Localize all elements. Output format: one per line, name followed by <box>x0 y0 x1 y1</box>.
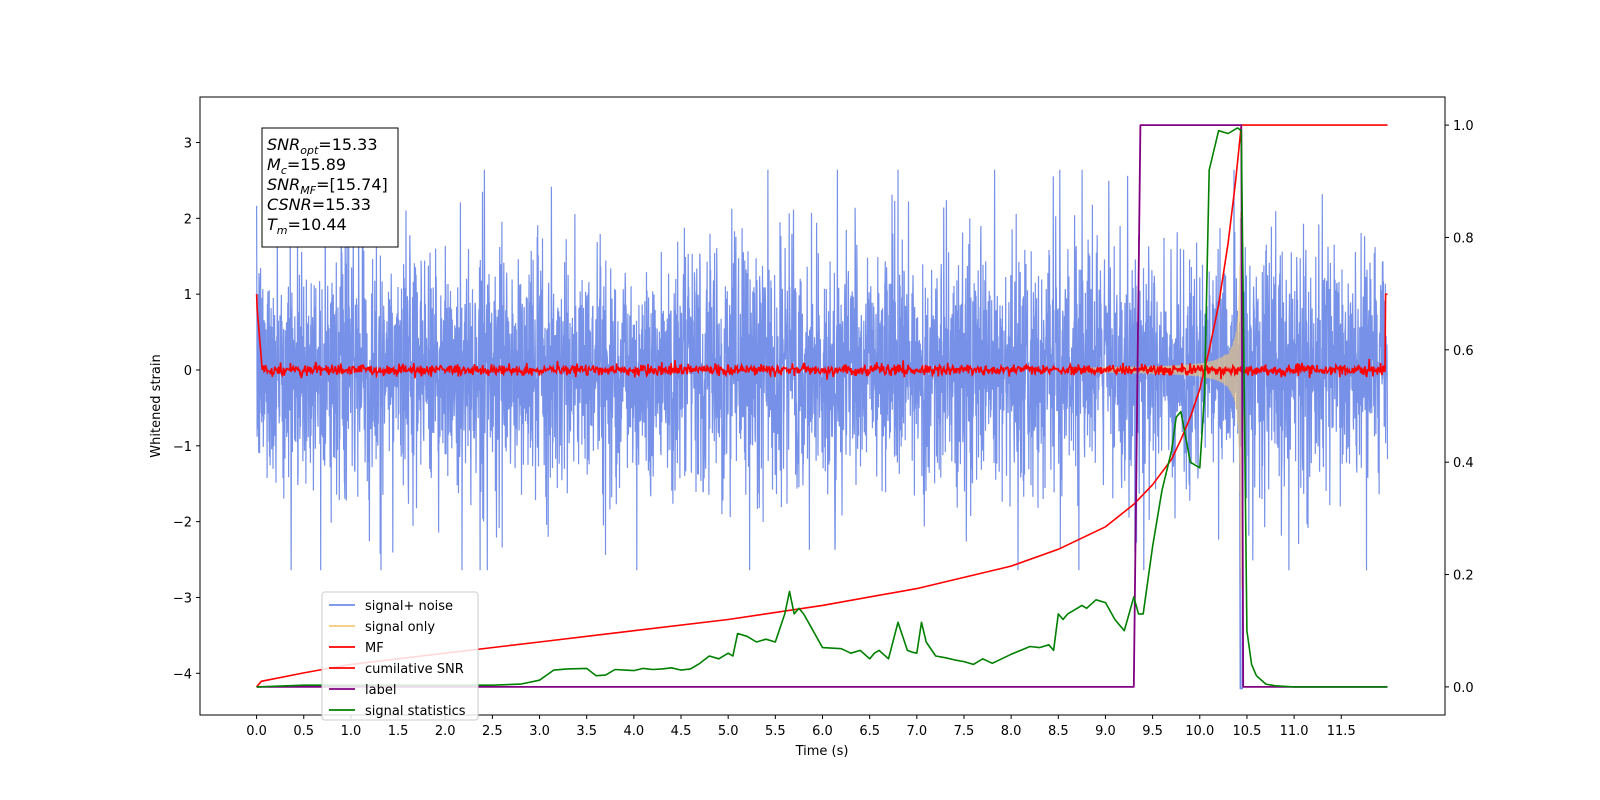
y-axis-label: Whitened strain <box>149 354 164 457</box>
x-tick-label: 5.0 <box>718 724 739 739</box>
x-tick-label: 4.5 <box>671 724 692 739</box>
annotation-line: CSNR=15.33 <box>267 195 371 214</box>
x-tick-label: 6.5 <box>859 724 880 739</box>
x-tick-label: 9.5 <box>1142 724 1163 739</box>
legend-entry: label <box>365 683 396 698</box>
x-tick-label: 0.5 <box>293 724 314 739</box>
y-axis-left: 3 2 1 0 −1 −2 −3 −4 <box>173 136 200 682</box>
y-tick-label: −3 <box>173 591 192 606</box>
x-tick-label: 4.0 <box>624 724 645 739</box>
legend-entry: signal only <box>365 620 435 635</box>
annotation-line: Tm=10.44 <box>267 215 347 237</box>
x-tick-label: 11.5 <box>1327 724 1356 739</box>
x-tick-label: 8.5 <box>1048 724 1069 739</box>
series-label <box>256 124 1388 688</box>
y-tick-label: 3 <box>184 136 192 151</box>
y-tick-label: −2 <box>173 516 192 531</box>
x-tick-label: 7.5 <box>954 724 975 739</box>
y2-tick-label: 1.0 <box>1453 119 1474 134</box>
x-tick-label: 1.5 <box>388 724 409 739</box>
x-tick-label: 10.0 <box>1185 724 1214 739</box>
x-tick-label: 7.0 <box>906 724 927 739</box>
y-tick-label: 2 <box>184 212 192 227</box>
x-tick-label: 2.5 <box>482 724 503 739</box>
y-tick-label: 0 <box>184 364 192 379</box>
x-tick-label: 6.0 <box>812 724 833 739</box>
x-tick-label: 2.0 <box>435 724 456 739</box>
annotation-line: SNRMF=[15.74] <box>267 175 388 197</box>
y2-tick-label: 0.8 <box>1453 231 1474 246</box>
annotation-line: Mc=15.89 <box>267 155 346 177</box>
x-tick-label: 3.5 <box>576 724 597 739</box>
y-tick-label: −1 <box>173 440 192 455</box>
x-tick-label: 8.0 <box>1001 724 1022 739</box>
annotation-frame <box>261 127 399 248</box>
annotation-line: SNRopt=15.33 <box>267 135 378 157</box>
legend-entry: signal+ noise <box>365 599 453 614</box>
y2-tick-label: 0.4 <box>1453 456 1474 471</box>
plot-area <box>255 124 1389 690</box>
series-mf <box>255 293 1388 380</box>
y2-tick-label: 0.0 <box>1453 681 1474 696</box>
x-tick-label: 9.0 <box>1095 724 1116 739</box>
x-tick-label: 11.0 <box>1280 724 1309 739</box>
x-tick-label: 10.5 <box>1232 724 1261 739</box>
legend-entry: MF <box>365 641 384 656</box>
x-tick-label: 3.0 <box>529 724 550 739</box>
legend-entry: cumilative SNR <box>365 662 464 677</box>
y-axis-right: 1.0 0.8 0.6 0.4 0.2 0.0 <box>1445 119 1474 696</box>
legend-entry: signal statistics <box>365 704 466 719</box>
y-tick-label: 1 <box>184 288 192 303</box>
x-axis: 0.0 0.5 1.0 1.5 2.0 2.5 3.0 3.5 4.0 4.5 5.0 5.5 6.0 6… <box>246 715 1356 739</box>
annotation-box: SNRopt=15.33Mc=15.89SNRMF=[15.74]CSNR=15… <box>261 127 399 248</box>
x-tick-label: 1.0 <box>341 724 362 739</box>
series-signal-statistics <box>256 127 1388 688</box>
y2-tick-label: 0.6 <box>1453 344 1474 359</box>
y2-tick-label: 0.2 <box>1453 569 1474 584</box>
x-tick-label: 0.0 <box>246 724 267 739</box>
legend: signal+ noise signal only MF cumilative SNR… <box>321 591 479 721</box>
x-tick-label: 5.5 <box>765 724 786 739</box>
x-axis-label: Time (s) <box>795 744 849 759</box>
y-tick-label: −4 <box>173 667 192 682</box>
legend-frame <box>321 591 479 721</box>
